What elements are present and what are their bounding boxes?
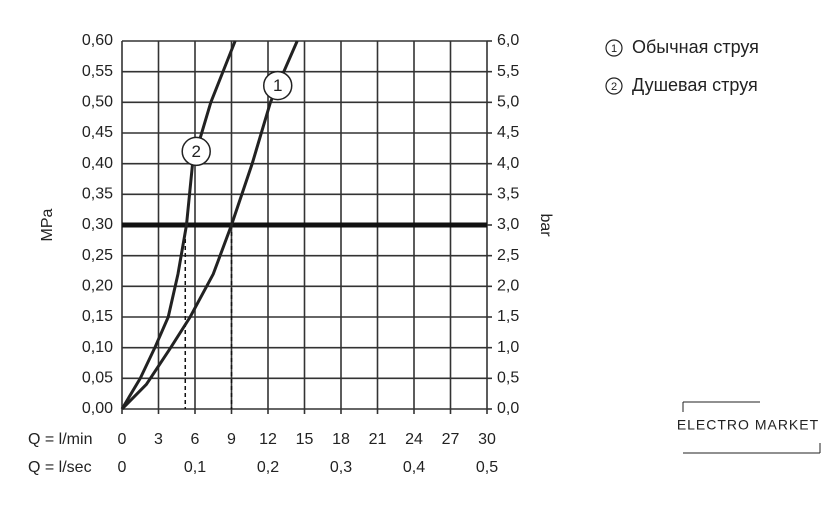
x2-tick-label: 0,5	[476, 459, 498, 476]
x-tick-label: 6	[191, 431, 200, 448]
series-marker-label: 2	[191, 142, 200, 161]
y2-tick-label: 0,0	[497, 400, 519, 417]
series-marker-circle	[181, 136, 211, 167]
x-tick-label: 9	[227, 431, 236, 448]
y-tick-label: 0,55	[82, 63, 113, 80]
y-tick-label: 0,60	[82, 32, 113, 49]
series-marker-circle	[262, 70, 293, 101]
y-tick-label: 0,40	[82, 155, 113, 172]
y-tick-label: 0,30	[82, 216, 113, 233]
y-tick-label: 0,25	[82, 247, 113, 264]
y-tick-label: 0,05	[82, 370, 113, 387]
series-marker-label: 1	[273, 76, 282, 95]
y2-tick-label: 4,5	[497, 124, 519, 141]
x-tick-label: 27	[442, 431, 460, 448]
x-tick-label: 0	[118, 431, 127, 448]
y2-tick-label: 2,0	[497, 278, 519, 295]
y-tick-label: 0,35	[82, 186, 113, 203]
legend-marker-label: 1	[611, 43, 617, 55]
x-tick-label: 30	[478, 431, 496, 448]
x2-tick-label: 0	[118, 459, 127, 476]
x2-axis-label: Q = l/sec	[28, 459, 92, 476]
legend-label: Душевая струя	[632, 75, 758, 95]
y2-tick-label: 6,0	[497, 32, 519, 49]
x-tick-label: 21	[369, 431, 387, 448]
y-tick-label: 0,15	[82, 308, 113, 325]
series-line	[120, 40, 237, 410]
x-tick-label: 15	[296, 431, 314, 448]
x-tick-label: 18	[332, 431, 350, 448]
y2-tick-label: 0,5	[497, 370, 519, 387]
x2-tick-label: 0,4	[403, 459, 425, 476]
y2-tick-label: 3,5	[497, 186, 519, 203]
y2-tick-label: 5,0	[497, 94, 519, 111]
y2-tick-label: 2,5	[497, 247, 519, 264]
y-tick-label: 0,10	[82, 339, 113, 356]
y-tick-label: 0,20	[82, 278, 113, 295]
logo: ELECTRO MARKET	[677, 401, 821, 454]
x-tick-label: 12	[259, 431, 277, 448]
x2-tick-label: 0,1	[184, 459, 206, 476]
logo-text: ELECTRO MARKET	[677, 417, 819, 433]
legend-label: Обычная струя	[632, 37, 759, 57]
y2-tick-label: 4,0	[497, 155, 519, 172]
x2-tick-label: 0,2	[257, 459, 279, 476]
y2-tick-label: 3,0	[497, 216, 519, 233]
x-tick-label: 3	[154, 431, 163, 448]
x-tick-label: 24	[405, 431, 423, 448]
series-line	[120, 40, 299, 411]
y-tick-label: 0,45	[82, 124, 113, 141]
y-tick-label: 0,00	[82, 400, 113, 417]
x-axis-label: Q = l/min	[28, 431, 92, 448]
x2-tick-label: 0,3	[330, 459, 352, 476]
y-tick-label: 0,50	[82, 94, 113, 111]
legend-marker	[605, 39, 623, 57]
legend-marker-label: 2	[611, 81, 617, 93]
y2-tick-label: 1,5	[497, 308, 519, 325]
legend-marker	[605, 77, 623, 95]
y2-axis-label: bar	[537, 213, 554, 237]
y2-tick-label: 5,5	[497, 63, 519, 80]
y-axis-label: MPa	[39, 208, 56, 241]
y2-tick-label: 1,0	[497, 339, 519, 356]
